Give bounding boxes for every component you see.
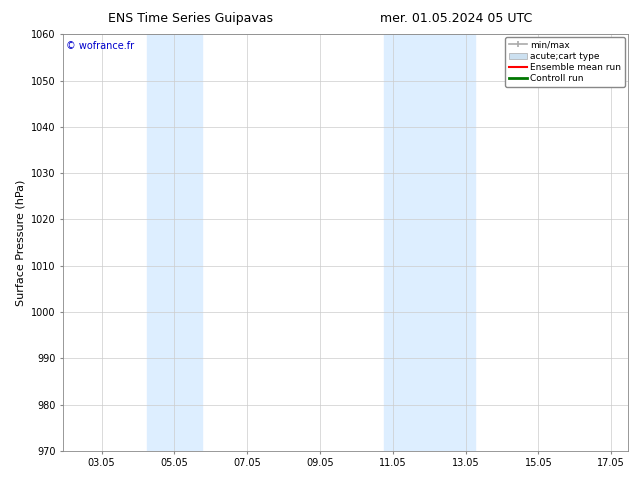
Bar [384, 34, 475, 451]
Legend: min/max, acute;cart type, Ensemble mean run, Controll run: min/max, acute;cart type, Ensemble mean … [505, 37, 625, 87]
Text: ENS Time Series Guipavas: ENS Time Series Guipavas [108, 12, 273, 25]
Text: mer. 01.05.2024 05 UTC: mer. 01.05.2024 05 UTC [380, 12, 533, 25]
Bar [147, 34, 202, 451]
Y-axis label: Surface Pressure (hPa): Surface Pressure (hPa) [16, 179, 25, 306]
Text: © wofrance.fr: © wofrance.fr [66, 41, 134, 50]
